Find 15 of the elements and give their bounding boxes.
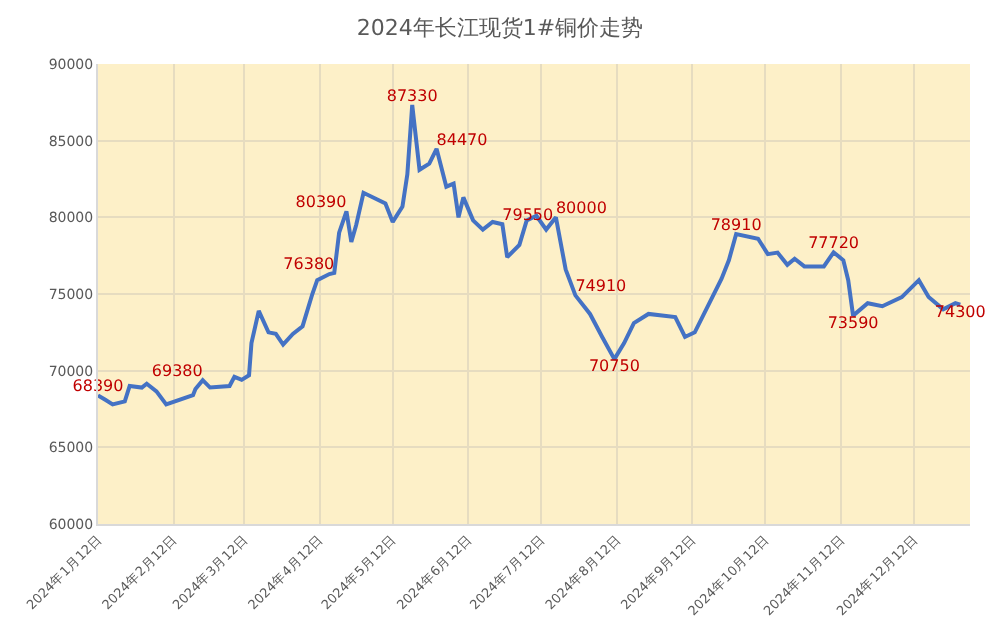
data-label: 69380 — [151, 362, 203, 381]
chart-title: 2024年长江现货1#铜价走势 — [356, 14, 644, 41]
data-label: 74910 — [575, 277, 627, 296]
data-label: 74300 — [934, 302, 986, 321]
data-label: 73590 — [827, 313, 879, 332]
data-label: 70750 — [588, 357, 640, 376]
data-label: 78910 — [710, 216, 762, 235]
data-label: 87330 — [386, 86, 438, 105]
data-label: 76380 — [283, 254, 335, 273]
data-label: 80390 — [295, 193, 347, 212]
data-label: 80000 — [555, 199, 607, 218]
data-label: 84470 — [436, 130, 488, 149]
data-label: 77720 — [808, 234, 860, 253]
data-label: 79550 — [502, 206, 554, 225]
data-label: 68390 — [72, 377, 124, 396]
